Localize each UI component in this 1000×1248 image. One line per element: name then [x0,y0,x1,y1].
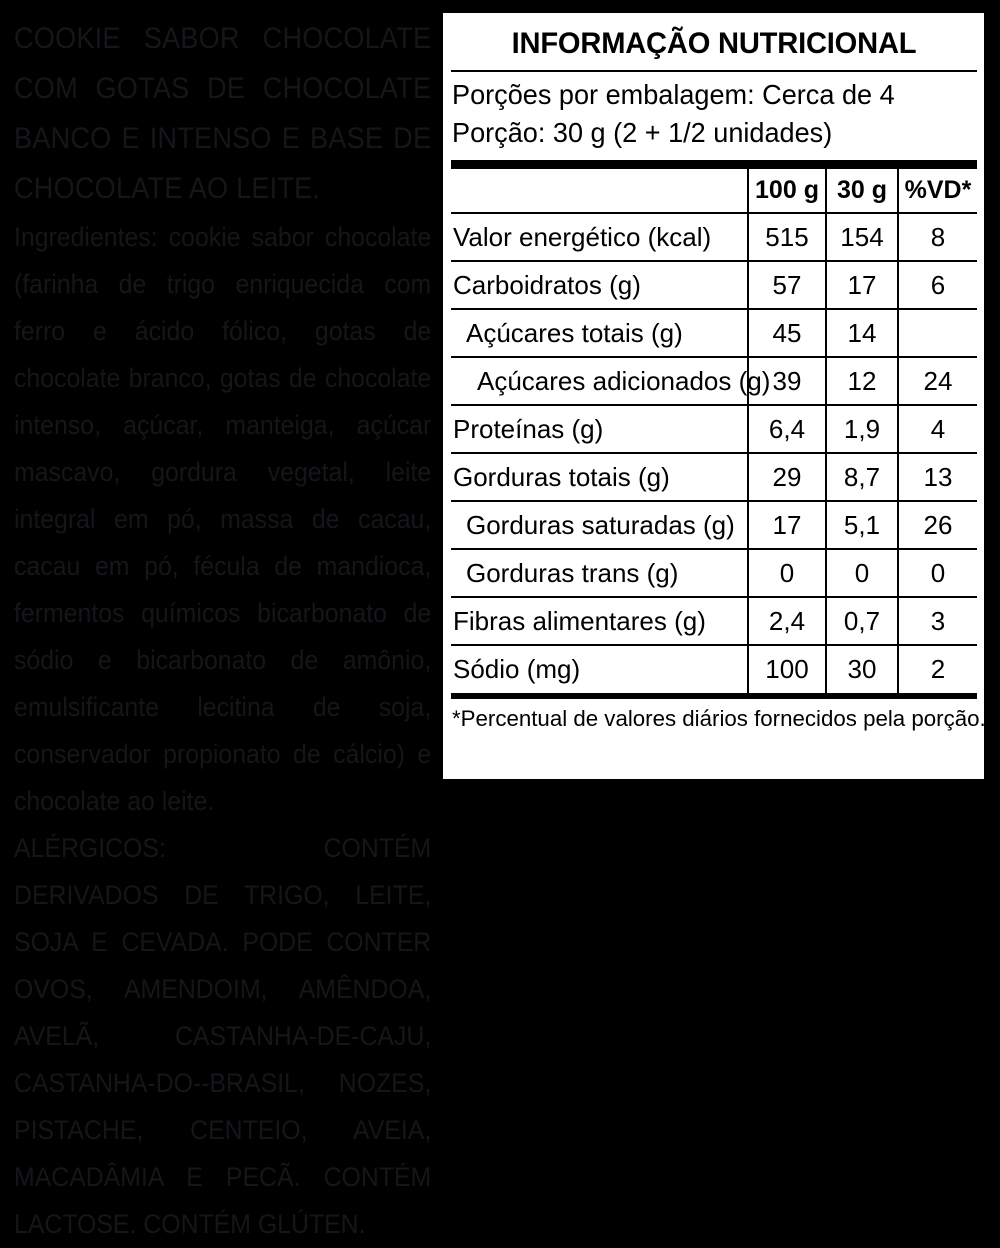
nutrition-table: 100 g 30 g %VD* Valor energético (kcal) 5… [451,169,977,693]
nutrition-table-body: Valor energético (kcal) 515 154 8 Carboidrat… [451,213,977,693]
column-header-30g: 30 g [825,169,898,214]
ingredients-panel: COOKIE SABOR CHOCOLATE COM GOTAS DE CHOC… [14,14,432,1248]
nutrient-value-vd: 0 [897,549,977,598]
table-header-row: 100 g 30 g %VD* [451,169,977,214]
table-row: Gorduras trans (g) 0 0 0 [451,549,977,598]
table-row: Carboidratos (g) 57 17 6 [451,261,977,310]
nutrition-label-page: COOKIE SABOR CHOCOLATE COM GOTAS DE CHOC… [14,13,986,1239]
table-top-rule [451,160,977,169]
nutrient-value-100g: 515 [747,213,826,262]
nutrient-label: Sódio (mg) [453,654,581,684]
nutrient-value-vd: 26 [897,501,977,550]
nutrient-value-30g: 30 [825,645,898,693]
nutrient-value-30g: 17 [825,261,898,310]
nutrient-label: Valor energético (kcal) [451,213,748,262]
column-header-vd: %VD* [897,169,977,214]
nutrient-value-100g: 0 [747,549,826,598]
nutrient-label: Açúcares adicionados (g) [451,357,770,406]
nutrient-value-vd: 24 [897,357,977,406]
ingredients-text: Ingredientes: cookie sabor chocolate (fa… [14,222,432,816]
allergen-text: ALÉRGICOS: CONTÉM DERIVADOS DE TRIGO, LE… [14,833,432,1239]
nutrient-value-vd: 13 [897,453,977,502]
table-row: Valor energético (kcal) 515 154 8 [451,213,977,262]
table-row: Fibras alimentares (g) 2,4 0,7 3 [451,597,977,646]
column-header-100g: 100 g [747,169,826,214]
nutrient-value-100g: 45 [747,309,826,358]
nutrient-value-30g: 8,7 [825,453,898,502]
nutrient-label: Gorduras totais (g) [451,453,748,502]
table-row: Açúcares totais (g) 45 14 [451,309,977,358]
product-name-text: COOKIE SABOR CHOCOLATE COM GOTAS DE CHOC… [14,22,432,205]
nutrient-value-100g: 6,4 [747,405,826,454]
nutrient-label: Gorduras trans (g) [451,549,748,598]
title-divider [451,70,977,72]
serving-size: Porção: 30 g (2 + 1/2 unidades) [452,117,833,148]
nutrient-value-100g: 57 [747,261,826,310]
nutrient-value-100g: 29 [747,453,826,502]
table-row: Gorduras saturadas (g) 17 5,1 26 [451,501,977,550]
nutrient-value-vd: 8 [897,213,977,262]
vd-footnote: *Percentual de valores diários fornecido… [451,706,986,731]
nutrient-value-100g: 100 [747,645,826,693]
nutrient-value-30g: 12 [825,357,898,406]
nutrient-value-vd: 4 [897,405,977,454]
column-header-nutrient [451,169,748,214]
servings-per-package: Porções por embalagem: Cerca de 4 [452,79,895,110]
nutrient-label: Açúcares totais (g) [451,309,748,358]
nutrient-value-vd [897,309,977,358]
nutrition-panel-inner: INFORMAÇÃO NUTRICIONAL Porções por embal… [451,13,986,734]
nutrient-value-vd: 2 [897,645,977,693]
table-row: Gorduras totais (g) 29 8,7 13 [451,453,977,502]
nutrient-label: Carboidratos (g) [451,261,748,310]
nutrient-value-30g: 0 [825,549,898,598]
nutrient-value-30g: 14 [825,309,898,358]
nutrition-facts-panel: INFORMAÇÃO NUTRICIONAL Porções por embal… [443,13,986,779]
table-row: Sódio (mg) 100 30 2 [451,645,977,693]
nutrient-label: Proteínas (g) [451,405,748,454]
table-row: Açúcares adicionados (g) 39 12 24 [451,357,977,406]
nutrient-value-30g: 1,9 [825,405,898,454]
nutrient-value-100g: 2,4 [747,597,826,646]
nutrient-value-100g: 17 [747,501,826,550]
nutrient-value-vd: 6 [897,261,977,310]
nutrition-table-head: 100 g 30 g %VD* [451,169,977,214]
nutrient-label: Fibras alimentares (g) [451,597,748,646]
nutrient-value-30g: 5,1 [825,501,898,550]
nutrition-title: INFORMAÇÃO NUTRICIONAL [511,27,917,60]
nutrient-value-vd: 3 [897,597,977,646]
nutrient-value-30g: 154 [825,213,898,262]
serving-info: Porções por embalagem: Cerca de 4 Porção… [451,72,977,154]
table-bottom-rule [451,693,977,699]
table-row: Proteínas (g) 6,4 1,9 4 [451,405,977,454]
nutrient-value-30g: 0,7 [825,597,898,646]
nutrient-value-100g: 39 [747,357,826,406]
nutrient-label: Gorduras saturadas (g) [451,501,748,550]
